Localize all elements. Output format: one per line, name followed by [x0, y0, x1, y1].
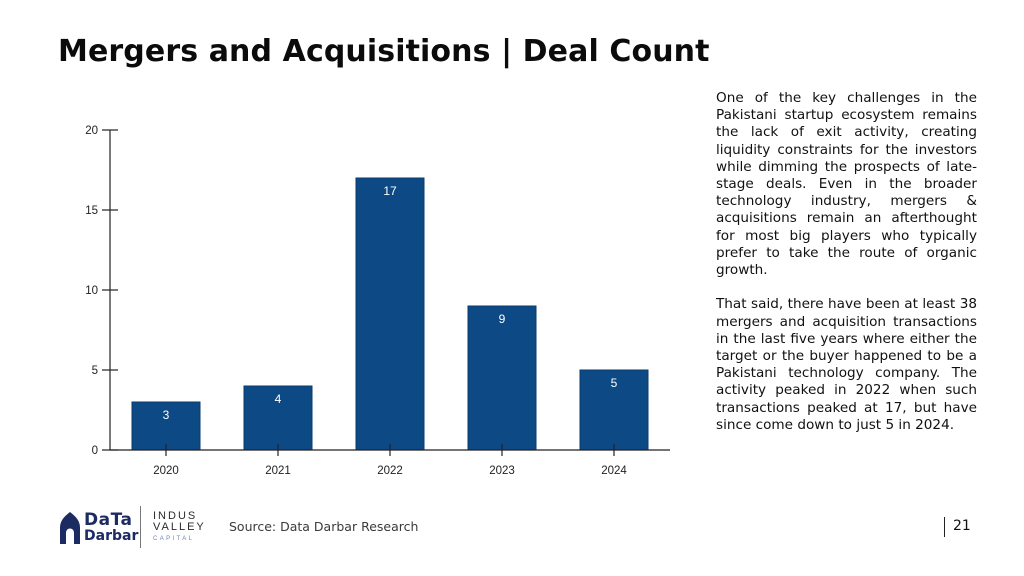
commentary-text: One of the key challenges in the Pakista…	[716, 90, 977, 451]
bar-value-label: 5	[611, 376, 618, 390]
bar-value-label: 3	[163, 408, 170, 422]
data-darbar-logo-line2: Darbar	[84, 528, 139, 544]
ivc-logo-line3: CAPITAL	[153, 536, 195, 542]
deal-count-bar-chart: 0 5 10 15 20 3 4 17 9 5 2020 2021 2022 2023 2024	[85, 125, 670, 477]
data-darbar-logo-line1: DaTa	[84, 510, 133, 530]
x-tick-label: 2020	[153, 465, 179, 477]
commentary-paragraph-1: One of the key challenges in the Pakista…	[716, 90, 977, 279]
bar-value-label: 9	[499, 312, 506, 326]
bar-value-label: 17	[383, 184, 397, 198]
slide-title: Mergers and Acquisitions | Deal Count	[58, 34, 710, 69]
page-number-divider	[944, 517, 945, 537]
bar	[355, 177, 425, 451]
y-tick-label: 10	[85, 285, 98, 297]
bars-group: 3 4 17 9 5	[131, 177, 649, 451]
x-tick-label: 2022	[377, 465, 403, 477]
y-tick-label: 5	[92, 365, 98, 377]
bar	[579, 369, 649, 451]
ivc-logo-line1: INDUS	[153, 510, 198, 522]
indus-valley-capital-logo: INDUS VALLEY CAPITAL	[153, 511, 206, 545]
y-axis: 0 5 10 15 20	[85, 125, 118, 457]
x-tick-label: 2024	[601, 465, 627, 477]
bar	[243, 385, 313, 451]
source-note: Source: Data Darbar Research	[229, 519, 419, 534]
y-tick-label: 15	[85, 205, 98, 217]
x-tick-label: 2021	[265, 465, 291, 477]
page-number: 21	[953, 518, 971, 534]
darbar-dome-icon	[60, 512, 80, 544]
x-tick-label: 2023	[489, 465, 515, 477]
logo-divider	[140, 506, 141, 548]
bar	[467, 305, 537, 451]
y-tick-label: 0	[92, 445, 98, 457]
commentary-paragraph-2: That said, there have been at least 38 m…	[716, 296, 977, 433]
y-tick-label: 20	[85, 125, 98, 137]
ivc-logo-line2: VALLEY	[153, 521, 206, 533]
bar-value-label: 4	[275, 392, 282, 406]
x-axis: 2020 2021 2022 2023 2024	[110, 444, 670, 477]
